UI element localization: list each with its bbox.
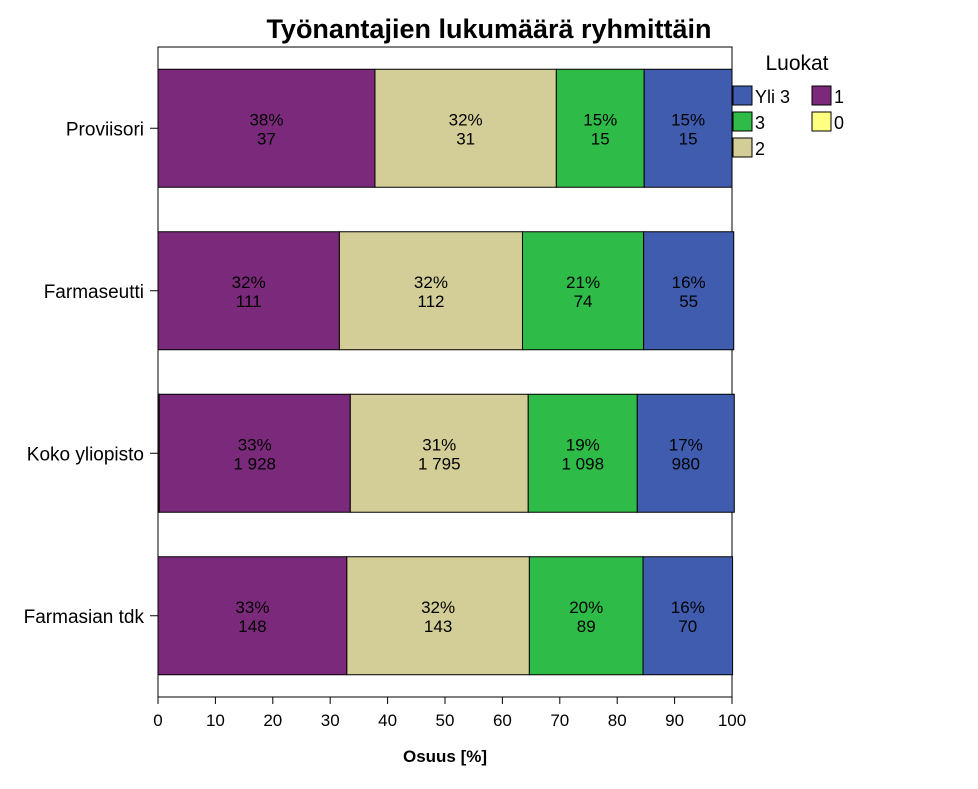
bar-segment bbox=[528, 556, 644, 676]
chart-title: Työnantajien lukumäärä ryhmittäin bbox=[266, 14, 711, 44]
bar-segment bbox=[338, 231, 523, 351]
data-label-percent: 15% bbox=[583, 110, 617, 129]
data-label-count: 89 bbox=[577, 617, 596, 636]
x-axis: 0 10 20 30 40 50 60 70 80 90 100 bbox=[153, 697, 746, 730]
legend-label: Yli 3 bbox=[755, 87, 790, 107]
bar-segment bbox=[157, 68, 376, 188]
legend-swatch bbox=[811, 111, 832, 132]
bar-segment bbox=[157, 231, 340, 351]
data-label-count: 15 bbox=[591, 129, 610, 148]
category-label: Farmasian tdk bbox=[24, 607, 145, 628]
data-label-count: 37 bbox=[257, 129, 276, 148]
bar-segment bbox=[527, 393, 638, 513]
legend-swatch bbox=[732, 85, 753, 106]
data-label-percent: 32% bbox=[414, 273, 448, 292]
data-label-percent: 21% bbox=[566, 273, 600, 292]
legend-swatch bbox=[732, 111, 753, 132]
data-label-count: 980 bbox=[672, 454, 700, 473]
legend-swatch bbox=[811, 85, 832, 106]
legend-title: Luokat bbox=[765, 52, 828, 75]
x-tick-label: 90 bbox=[665, 711, 684, 730]
data-label-percent: 31% bbox=[422, 435, 456, 454]
data-label-count: 74 bbox=[574, 292, 593, 311]
data-label-percent: 33% bbox=[235, 598, 269, 617]
legend-label: 3 bbox=[755, 113, 765, 133]
data-label-count: 15 bbox=[679, 129, 698, 148]
x-tick-label: 60 bbox=[493, 711, 512, 730]
bar-segment bbox=[555, 68, 645, 188]
legend-label: 2 bbox=[755, 139, 765, 159]
x-axis-title: Osuus [%] bbox=[403, 747, 487, 766]
legend: Luokat Yli 3 1 3 0 2 bbox=[732, 52, 844, 159]
category-label: Proviisori bbox=[66, 119, 144, 140]
data-label-count: 112 bbox=[417, 292, 444, 311]
bar-segment bbox=[158, 393, 351, 513]
data-label-count: 31 bbox=[456, 129, 475, 148]
data-label-percent: 32% bbox=[449, 110, 483, 129]
x-tick-label: 0 bbox=[153, 711, 162, 730]
legend-label: 1 bbox=[834, 87, 844, 107]
data-label-count: 55 bbox=[679, 292, 698, 311]
bars-group: 38%3732%3115%1515%1532%11132%11221%7416%… bbox=[157, 68, 735, 676]
legend-label: 0 bbox=[834, 113, 844, 133]
data-label-percent: 33% bbox=[238, 435, 272, 454]
bar-segment bbox=[642, 556, 734, 676]
y-axis: Proviisori Farmaseutti Koko yliopisto Farma… bbox=[24, 119, 158, 628]
bar-segment bbox=[521, 231, 645, 351]
bar-segment bbox=[643, 68, 733, 188]
x-tick-label: 100 bbox=[718, 711, 746, 730]
bar-segment bbox=[636, 393, 735, 513]
data-label-percent: 20% bbox=[569, 598, 603, 617]
x-tick-label: 30 bbox=[321, 711, 340, 730]
data-label-percent: 38% bbox=[249, 110, 283, 129]
data-label-count: 1 928 bbox=[233, 454, 276, 473]
x-tick-label: 10 bbox=[206, 711, 225, 730]
data-label-percent: 15% bbox=[671, 110, 705, 129]
bar-segment bbox=[346, 556, 530, 676]
data-label-percent: 16% bbox=[671, 598, 705, 617]
x-tick-label: 70 bbox=[550, 711, 569, 730]
data-label-percent: 17% bbox=[669, 435, 703, 454]
legend-swatch bbox=[732, 137, 753, 158]
data-label-count: 70 bbox=[678, 617, 697, 636]
data-label-percent: 32% bbox=[232, 273, 266, 292]
x-tick-label: 50 bbox=[436, 711, 455, 730]
x-tick-label: 20 bbox=[263, 711, 282, 730]
data-label-percent: 19% bbox=[566, 435, 600, 454]
data-label-percent: 32% bbox=[421, 598, 455, 617]
data-label-percent: 16% bbox=[672, 273, 706, 292]
bar-segment bbox=[374, 68, 557, 188]
data-label-count: 111 bbox=[236, 292, 262, 311]
bar-segment bbox=[643, 231, 735, 351]
data-label-count: 1 098 bbox=[561, 454, 604, 473]
category-label: Farmaseutti bbox=[44, 282, 144, 303]
data-label-count: 143 bbox=[424, 617, 452, 636]
data-label-count: 148 bbox=[238, 617, 266, 636]
x-tick-label: 80 bbox=[608, 711, 627, 730]
bar-segment bbox=[349, 393, 529, 513]
data-label-count: 1 795 bbox=[418, 454, 461, 473]
x-tick-label: 40 bbox=[378, 711, 397, 730]
category-label: Koko yliopisto bbox=[27, 444, 144, 465]
